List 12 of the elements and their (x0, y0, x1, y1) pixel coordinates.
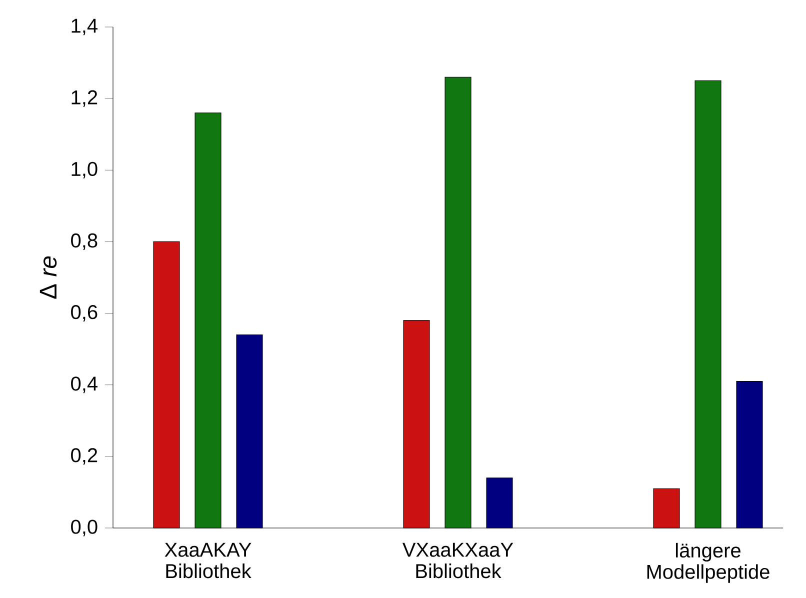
y-tick-label: 0,0 (71, 520, 98, 536)
y-axis-title: Δ re (40, 256, 57, 299)
x-tick-label: längere Modellpeptide (647, 542, 770, 583)
y-tick-label: 1,4 (72, 18, 98, 36)
y-tick-label: 1,2 (72, 90, 98, 107)
x-tick-label: XaaAKAY Bibliothek (164, 542, 252, 578)
y-tick-label: 0,6 (71, 305, 98, 322)
y-tick-label: 0,2 (71, 448, 98, 465)
y-tick-label: 1,0 (72, 162, 98, 178)
y-tick-label: 0,4 (71, 376, 98, 394)
y-tick-label: 0,8 (71, 233, 98, 250)
x-tick-label: VXaaKXaaY Bibliothek (402, 542, 514, 578)
